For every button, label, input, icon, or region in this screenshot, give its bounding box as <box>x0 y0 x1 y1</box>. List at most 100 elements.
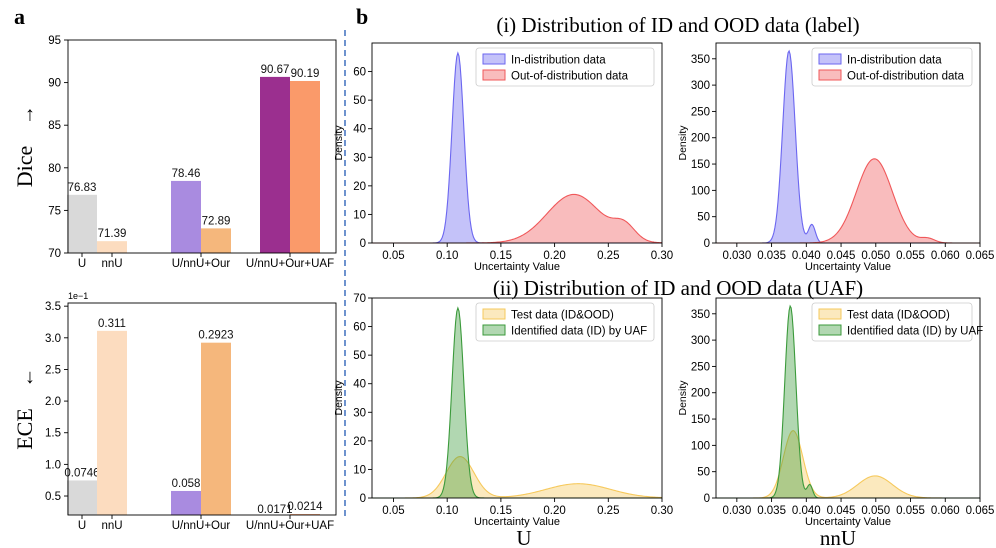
ece-value-label: 0.0171 <box>257 504 292 516</box>
dice-ytick-label: 75 <box>48 205 61 217</box>
ece-axes-frame <box>67 302 337 516</box>
density-label-u-xtick-label: 0.20 <box>543 250 565 262</box>
dice-bar <box>201 228 231 253</box>
density-uaf-nnu-xtick-label: 0.045 <box>827 505 856 517</box>
density-uaf-nnu-xtick-label: 0.055 <box>896 505 925 517</box>
density-uaf-nnu-xtick-label: 0.040 <box>792 505 821 517</box>
ece-tick-label: nnU <box>101 520 122 532</box>
density-uaf-u-xtick-label: 0.05 <box>382 505 404 517</box>
density-uaf-u-xtick-label: 0.20 <box>543 505 565 517</box>
density-label-u-xtick-label: 0.30 <box>651 250 673 262</box>
ece-tick-label: U <box>78 520 86 532</box>
density-label-u-xlabel: Uncertainty Value <box>474 261 560 273</box>
density-label-nnu-ytick-label: 350 <box>691 54 710 66</box>
dice-tick-label: nnU <box>101 258 122 270</box>
dice-value-label: 71.39 <box>98 228 127 240</box>
density-label-nnu-xlabel: Uncertainty Value <box>805 261 891 273</box>
density-label-nnu-legend-label: Out-of-distribution data <box>847 71 965 83</box>
dice-value-label: 78.46 <box>172 168 201 180</box>
density-uaf-nnu-density-line <box>716 430 980 499</box>
dice-tick-label: U <box>78 258 86 270</box>
density-uaf-u-xtick-label: 0.25 <box>597 505 619 517</box>
ece-value-label: 0.0214 <box>287 501 323 513</box>
density-uaf-u-chart: 0.05 0.10 0.15 0.20 0.25 0.30 0 10 20 30 40 50 60 70 U… <box>333 293 673 528</box>
density-uaf-nnu-legend-label: Identified data (ID) by UAF <box>847 326 983 338</box>
density-label-nnu-axes-frame <box>715 42 981 244</box>
dice-bar <box>290 80 320 253</box>
density-label-u-ytick-label: 0 <box>360 238 366 250</box>
dice-bar <box>97 241 127 253</box>
column-label-u: U <box>516 526 531 548</box>
density-label-u-xtick-label: 0.25 <box>597 250 619 262</box>
dice-value-label: 90.67 <box>261 64 290 76</box>
density-label-u-xtick-label: 0.15 <box>490 250 512 262</box>
density-label-u-legend-label: Out-of-distribution data <box>511 71 629 83</box>
density-label-nnu-xtick-label: 0.065 <box>966 250 995 262</box>
density-label-nnu-legend-box <box>811 47 973 87</box>
ece-tick-label: U/nnU+Our <box>172 520 231 532</box>
density-label-nnu-legend: In-distribution data Out-of-distribution … <box>811 47 973 87</box>
density-label-u-legend-swatch <box>482 69 506 81</box>
density-uaf-nnu-ytick-label: 100 <box>691 440 710 452</box>
dice-bar <box>260 76 290 253</box>
ece-value-label: 0.058 <box>172 478 201 490</box>
dice-ytick-label: 85 <box>48 120 61 132</box>
ece-tick-label: U/nnU+Our+UAF <box>246 520 334 532</box>
ece-bar <box>67 480 97 515</box>
density-label-u-legend-swatch <box>482 53 506 65</box>
density-label-nnu-xtick-label: 0.045 <box>827 250 856 262</box>
dice-tick-label: U/nnU+Our+UAF <box>246 258 334 270</box>
density-uaf-nnu-xtick-label: 0.065 <box>966 505 995 517</box>
ece-ylabel-arrow: ↓ <box>25 366 35 388</box>
density-uaf-nnu-legend-swatch <box>818 324 842 336</box>
density-uaf-nnu-xtick-label: 0.035 <box>757 505 786 517</box>
dice-value-label: 72.89 <box>202 215 231 227</box>
density-uaf-u-ytick-label: 0 <box>360 493 366 505</box>
density-uaf-u-ytick-label: 40 <box>353 379 366 391</box>
density-uaf-u-xtick-label: 0.15 <box>490 505 512 517</box>
density-uaf-nnu-legend-swatch <box>818 308 842 320</box>
ece-scale-note: 1e−1 <box>68 291 88 301</box>
density-uaf-nnu-legend: Test data (ID&OOD) Identified data (ID) b… <box>811 302 983 342</box>
density-uaf-u-xtick-label: 0.10 <box>436 505 458 517</box>
density-label-u-density-fill <box>372 194 662 243</box>
density-uaf-u-ytick-label: 60 <box>353 322 366 334</box>
density-uaf-nnu-ytick-label: 50 <box>697 467 710 479</box>
density-label-nnu-xtick-label: 0.050 <box>861 250 890 262</box>
density-label-u-ylabel: Density <box>333 125 345 161</box>
ece-ylabel: ECE <box>12 408 37 450</box>
density-label-u-chart: 0.05 0.10 0.15 0.20 0.25 0.30 0 10 20 30 40 50 60 Unc… <box>333 42 673 273</box>
density-uaf-u-axes-frame <box>371 297 663 499</box>
dice-ytick-label: 70 <box>48 248 61 260</box>
density-label-nnu-xtick-label: 0.060 <box>931 250 960 262</box>
density-label-nnu-ylabel: Density <box>677 125 689 161</box>
density-uaf-u-ytick-label: 70 <box>353 293 366 305</box>
dice-bar <box>171 180 201 253</box>
density-label-u-axes-frame <box>371 42 663 244</box>
density-label-nnu-ytick-label: 300 <box>691 80 710 92</box>
dice-value-label: 76.83 <box>68 182 97 194</box>
ece-ytick-label: 2.5 <box>45 364 61 376</box>
density-uaf-nnu-axes-frame <box>715 297 981 499</box>
ece-ytick-label: 1.5 <box>45 428 61 440</box>
ece-ytick-label: 1.0 <box>45 459 61 471</box>
dice-ytick-label: 80 <box>48 163 61 175</box>
density-label-u-xtick-label: 0.05 <box>382 250 404 262</box>
density-uaf-u-density-fill <box>372 456 662 498</box>
density-uaf-u-legend-swatch <box>482 308 506 320</box>
density-label-nnu-legend-label: In-distribution data <box>847 55 942 67</box>
density-label-nnu-xtick-label: 0.030 <box>722 250 751 262</box>
density-uaf-u-legend-label: Identified data (ID) by UAF <box>511 326 647 338</box>
dice-ylabel: Dice <box>12 146 37 188</box>
density-uaf-u-ytick-label: 50 <box>353 350 366 362</box>
section-title-label: (i) Distribution of ID and OOD data (lab… <box>496 13 859 37</box>
density-uaf-u-legend-label: Test data (ID&OOD) <box>511 310 614 322</box>
density-label-nnu-density-fill <box>716 158 980 243</box>
density-label-u-ytick-label: 50 <box>353 95 366 107</box>
density-uaf-nnu-ytick-label: 200 <box>691 388 710 400</box>
density-uaf-u-ytick-label: 10 <box>353 464 366 476</box>
density-uaf-nnu-ytick-label: 250 <box>691 361 710 373</box>
density-uaf-u-legend-box <box>475 302 655 342</box>
panel-label-a: a <box>14 4 25 29</box>
density-label-u-ytick-label: 10 <box>353 209 366 221</box>
